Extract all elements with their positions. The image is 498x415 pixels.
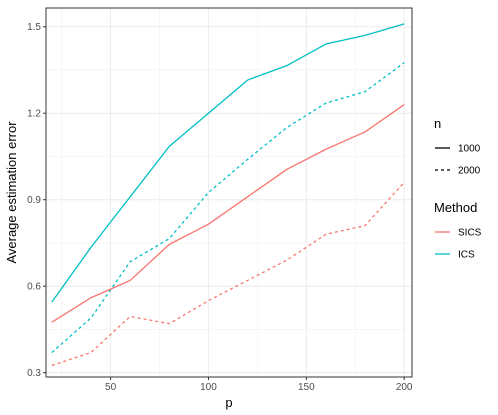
series-line-ics-n2000 <box>51 62 405 353</box>
y-tick-label: 1.2 <box>27 109 41 120</box>
legend-label: 2000 <box>458 166 481 177</box>
legend: n 1000 2000 Method SICS ICS <box>434 116 482 261</box>
series-line-sics-n2000 <box>51 181 405 367</box>
y-axis-title: Average estimation error <box>4 121 19 264</box>
y-axis-ticks: 0.3 0.6 0.9 1.2 1.5 <box>27 22 46 379</box>
series-layer <box>51 23 405 367</box>
x-axis-title: p <box>225 395 232 410</box>
grid-major <box>46 8 412 377</box>
legend-color: Method SICS ICS <box>434 200 482 261</box>
legend-label: ICS <box>458 250 475 261</box>
legend-title: n <box>434 116 441 131</box>
x-tick-label: 150 <box>298 382 315 393</box>
y-tick-label: 0.3 <box>27 368 41 379</box>
series-line-ics-n1000 <box>51 23 405 303</box>
y-tick-label: 0.9 <box>27 195 41 206</box>
legend-label: SICS <box>458 228 482 239</box>
legend-title: Method <box>434 200 477 215</box>
x-tick-label: 100 <box>200 382 217 393</box>
y-tick-label: 0.6 <box>27 282 41 293</box>
panel-border <box>45 7 413 378</box>
x-tick-label: 200 <box>396 382 413 393</box>
legend-label: 1000 <box>458 144 481 155</box>
series-line-sics-n1000 <box>51 104 405 323</box>
legend-linetype: n 1000 2000 <box>434 116 481 177</box>
grid-minor <box>46 8 412 377</box>
x-axis-ticks: 50 100 150 200 <box>105 377 413 393</box>
y-tick-label: 1.5 <box>27 22 41 33</box>
x-tick-label: 50 <box>105 382 117 393</box>
